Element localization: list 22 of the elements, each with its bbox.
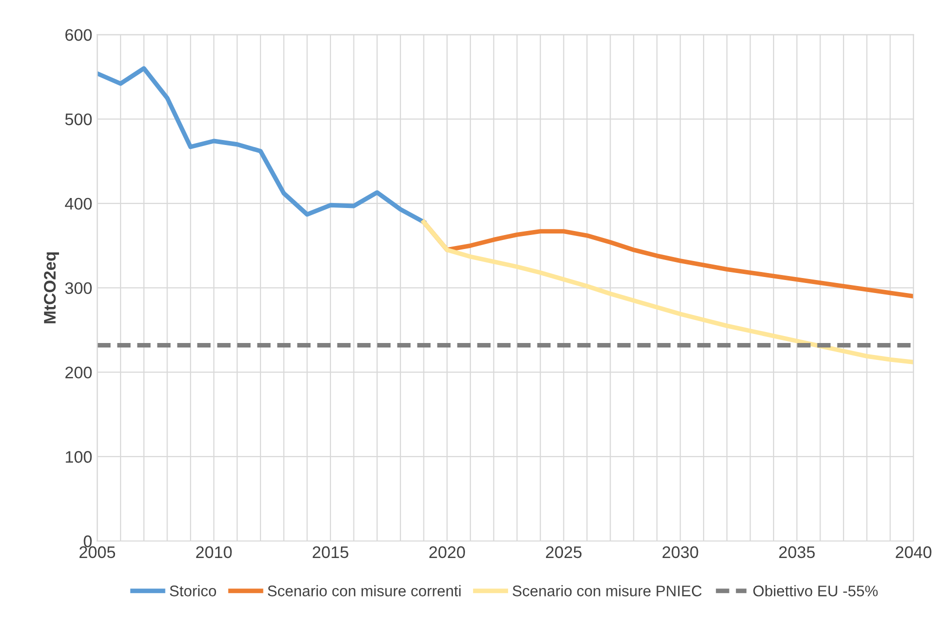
x-tick-label: 2015 <box>312 546 348 558</box>
x-tick-label: 2005 <box>80 546 116 558</box>
legend-label: Storico <box>170 585 216 596</box>
y-tick-label: 400 <box>64 198 92 210</box>
y-tick-label: 100 <box>66 451 92 463</box>
y-axis-title: MtCO2eq <box>44 252 60 324</box>
y-tick-label: 500 <box>65 113 92 126</box>
x-tick-label: 2030 <box>662 546 698 558</box>
y-tick-label: 200 <box>65 366 92 378</box>
x-tick-label: 2025 <box>546 546 582 558</box>
x-tick-label: 2020 <box>429 546 465 558</box>
x-tick-label: 2040 <box>896 546 932 558</box>
legend-label: Scenario con misure PNIEC <box>512 585 702 596</box>
y-tick-label: 300 <box>65 282 92 294</box>
line-series <box>422 220 914 364</box>
line-series <box>97 66 426 224</box>
y-tick-label: 600 <box>65 29 92 41</box>
y-tick-label: 0 <box>84 535 92 548</box>
x-tick-label: 2035 <box>779 546 815 558</box>
legend-label: Scenario con misure correnti <box>268 585 461 596</box>
legend-label: Obiettivo EU -55% <box>753 585 878 596</box>
x-tick-label: 2010 <box>196 546 232 558</box>
